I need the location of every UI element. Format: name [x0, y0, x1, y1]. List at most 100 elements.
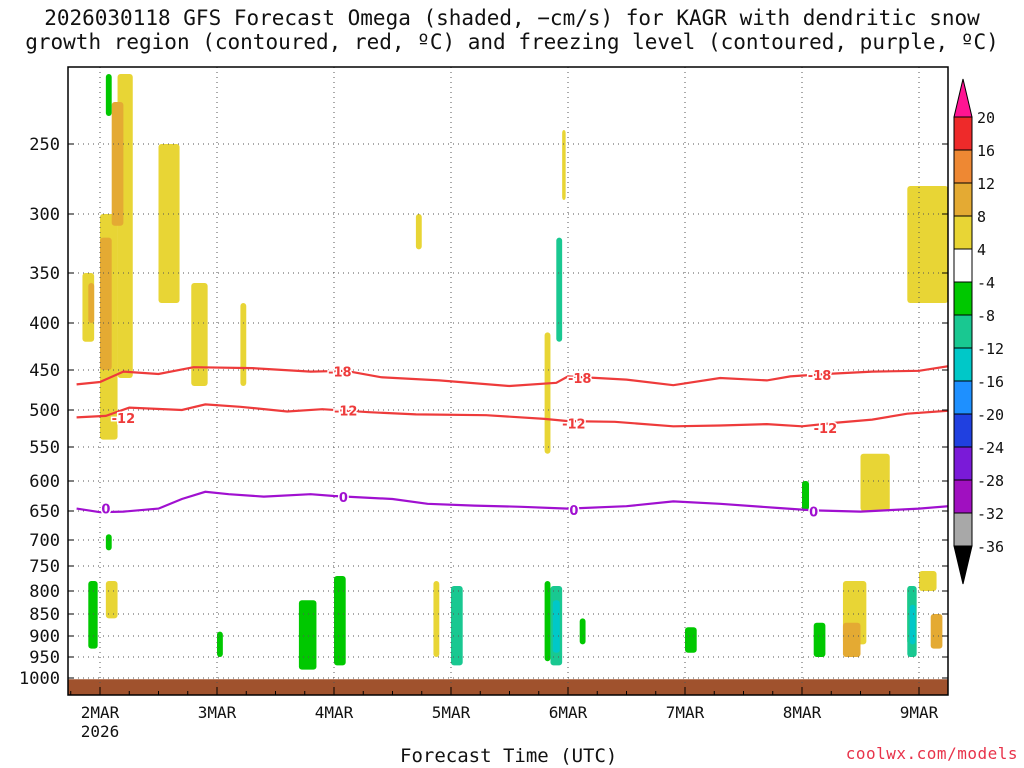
contour-label-0-1: 0 — [339, 491, 348, 506]
colorbar-label-3: 8 — [977, 208, 986, 226]
omega-shade-1-2 — [88, 283, 95, 323]
y-tick-label-300: 300 — [29, 205, 60, 225]
y-tick-label-500: 500 — [29, 401, 60, 421]
colorbar-label-2: 12 — [977, 175, 995, 193]
omega-shade-3-0 — [556, 237, 563, 342]
omega-shade-0-7 — [433, 581, 440, 657]
y-tick-label-350: 350 — [29, 264, 60, 284]
x-tick-label-5MAR: 5MAR — [432, 703, 471, 722]
colorbar-box-6 — [953, 314, 973, 349]
omega-shade-0-10 — [907, 186, 948, 303]
omega-shade-3-1 — [451, 586, 463, 666]
contour-line--18 — [76, 365, 948, 388]
contour-label--12-2: -12 — [562, 417, 586, 432]
omega-shade-0-13 — [919, 571, 937, 591]
omega-shade-2-0 — [105, 74, 112, 116]
colorbar-label-4: 4 — [977, 241, 986, 259]
omega-shade-2-9 — [802, 481, 810, 511]
x-tick-label-4MAR: 4MAR — [315, 703, 354, 722]
x-axis-title: Forecast Time (UTC) — [400, 745, 618, 767]
omega-shade-2-1 — [105, 534, 112, 551]
contour-label--12-0: -12 — [112, 412, 136, 427]
x-year-label: 2026 — [81, 722, 120, 741]
ground-band — [68, 679, 948, 695]
y-tick-label-550: 550 — [29, 438, 60, 458]
contour-label--18-0: -18 — [328, 366, 352, 381]
omega-shade-1-1 — [100, 237, 112, 370]
colorbar-box-7 — [953, 347, 973, 382]
colorbar-label-6: -8 — [977, 307, 995, 325]
colorbar-box-11 — [953, 479, 973, 514]
contour-label-0-3: 0 — [809, 506, 818, 521]
omega-shade-0-9 — [562, 130, 566, 200]
colorbar-label-10: -24 — [977, 439, 1004, 457]
colorbar-label-5: -4 — [977, 274, 995, 292]
x-tick-label-8MAR: 8MAR — [783, 703, 822, 722]
colorbar-box-0 — [953, 116, 973, 151]
omega-shade-2-5 — [334, 576, 346, 666]
y-tick-label-750: 750 — [29, 557, 60, 577]
y-tick-label-850: 850 — [29, 605, 60, 625]
colorbar-label-1: 16 — [977, 142, 995, 160]
plot-area: -18 -18 -18 -12 -12 -12 -12 0 0 0 0 250 300 350 400 450… — [19, 66, 949, 741]
omega-shade-4-0 — [552, 600, 560, 653]
colorbar-box-8 — [953, 380, 973, 415]
omega-shade-1-3 — [842, 622, 861, 657]
y-tick-label-900: 900 — [29, 627, 60, 647]
omega-shade-0-4 — [191, 283, 208, 386]
omega-shade-2-8 — [685, 627, 697, 653]
contour-line-0 — [76, 490, 948, 514]
omega-shade-0-3 — [158, 144, 180, 303]
colorbar-box-10 — [953, 446, 973, 481]
omega-shade-2-3 — [217, 631, 223, 657]
y-tick-label-800: 800 — [29, 582, 60, 602]
colorbar-top-arrow — [953, 78, 973, 118]
y-tick-label-650: 650 — [29, 502, 60, 522]
y-tick-label-600: 600 — [29, 472, 60, 492]
contour-label--12-3: -12 — [814, 422, 838, 437]
watermark-link[interactable]: coolwx.com/models — [845, 744, 1018, 763]
colorbar: 20 16 12 8 4 -4 -8 -12 -16 -20 -24 -28 -32 -36 — [953, 78, 1004, 585]
x-tick-label-9MAR: 9MAR — [900, 703, 939, 722]
colorbar-box-4 — [953, 248, 973, 283]
omega-shade-2-6 — [544, 581, 551, 662]
colorbar-box-1 — [953, 149, 973, 184]
contour-line--12 — [76, 403, 948, 428]
chart-title: 2026030118 GFS Forecast Omega (shaded, −… — [25, 6, 999, 54]
y-tick-label-400: 400 — [29, 314, 60, 334]
omega-shade-1-0 — [111, 102, 124, 226]
contour-label-0-2: 0 — [569, 504, 578, 519]
plot-frame — [67, 66, 949, 696]
omega-shade-0-8 — [544, 332, 551, 454]
contour-label--18-2: -18 — [808, 369, 832, 384]
y-tick-label-450: 450 — [29, 361, 60, 381]
colorbar-label-7: -12 — [977, 340, 1004, 358]
x-tick-label-3MAR: 3MAR — [198, 703, 237, 722]
omega-shade-2-7 — [579, 618, 586, 645]
y-tick-label-950: 950 — [29, 648, 60, 668]
x-tick-label-6MAR: 6MAR — [549, 703, 588, 722]
x-tick-label-2MAR: 2MAR — [81, 703, 120, 722]
contour-label--12-1: -12 — [334, 405, 358, 420]
omega-shade-1-4 — [930, 614, 943, 649]
omega-shade-0-5 — [240, 303, 247, 386]
y-tick-label-700: 700 — [29, 531, 60, 551]
plot-clip-group: -18 -18 -18 -12 -12 -12 -12 0 0 0 0 — [68, 67, 948, 695]
colorbar-bottom-arrow — [953, 545, 973, 585]
omega-shade-2-10 — [813, 622, 826, 657]
colorbar-box-12 — [953, 512, 973, 547]
omega-shade-2-4 — [298, 600, 317, 670]
omega-shade-0-6 — [415, 214, 422, 250]
contour-label-0-0: 0 — [101, 503, 110, 518]
y-tick-label-250: 250 — [29, 135, 60, 155]
colorbar-label-12: -32 — [977, 505, 1004, 523]
contour-label--18-1: -18 — [568, 372, 592, 387]
colorbar-box-9 — [953, 413, 973, 448]
colorbar-label-11: -28 — [977, 472, 1004, 490]
omega-shade-4-1 — [909, 604, 916, 645]
omega-shade-2-2 — [88, 581, 98, 649]
colorbar-label-0: 20 — [977, 109, 995, 127]
colorbar-box-3 — [953, 215, 973, 250]
omega-shade-0-11 — [860, 453, 890, 511]
